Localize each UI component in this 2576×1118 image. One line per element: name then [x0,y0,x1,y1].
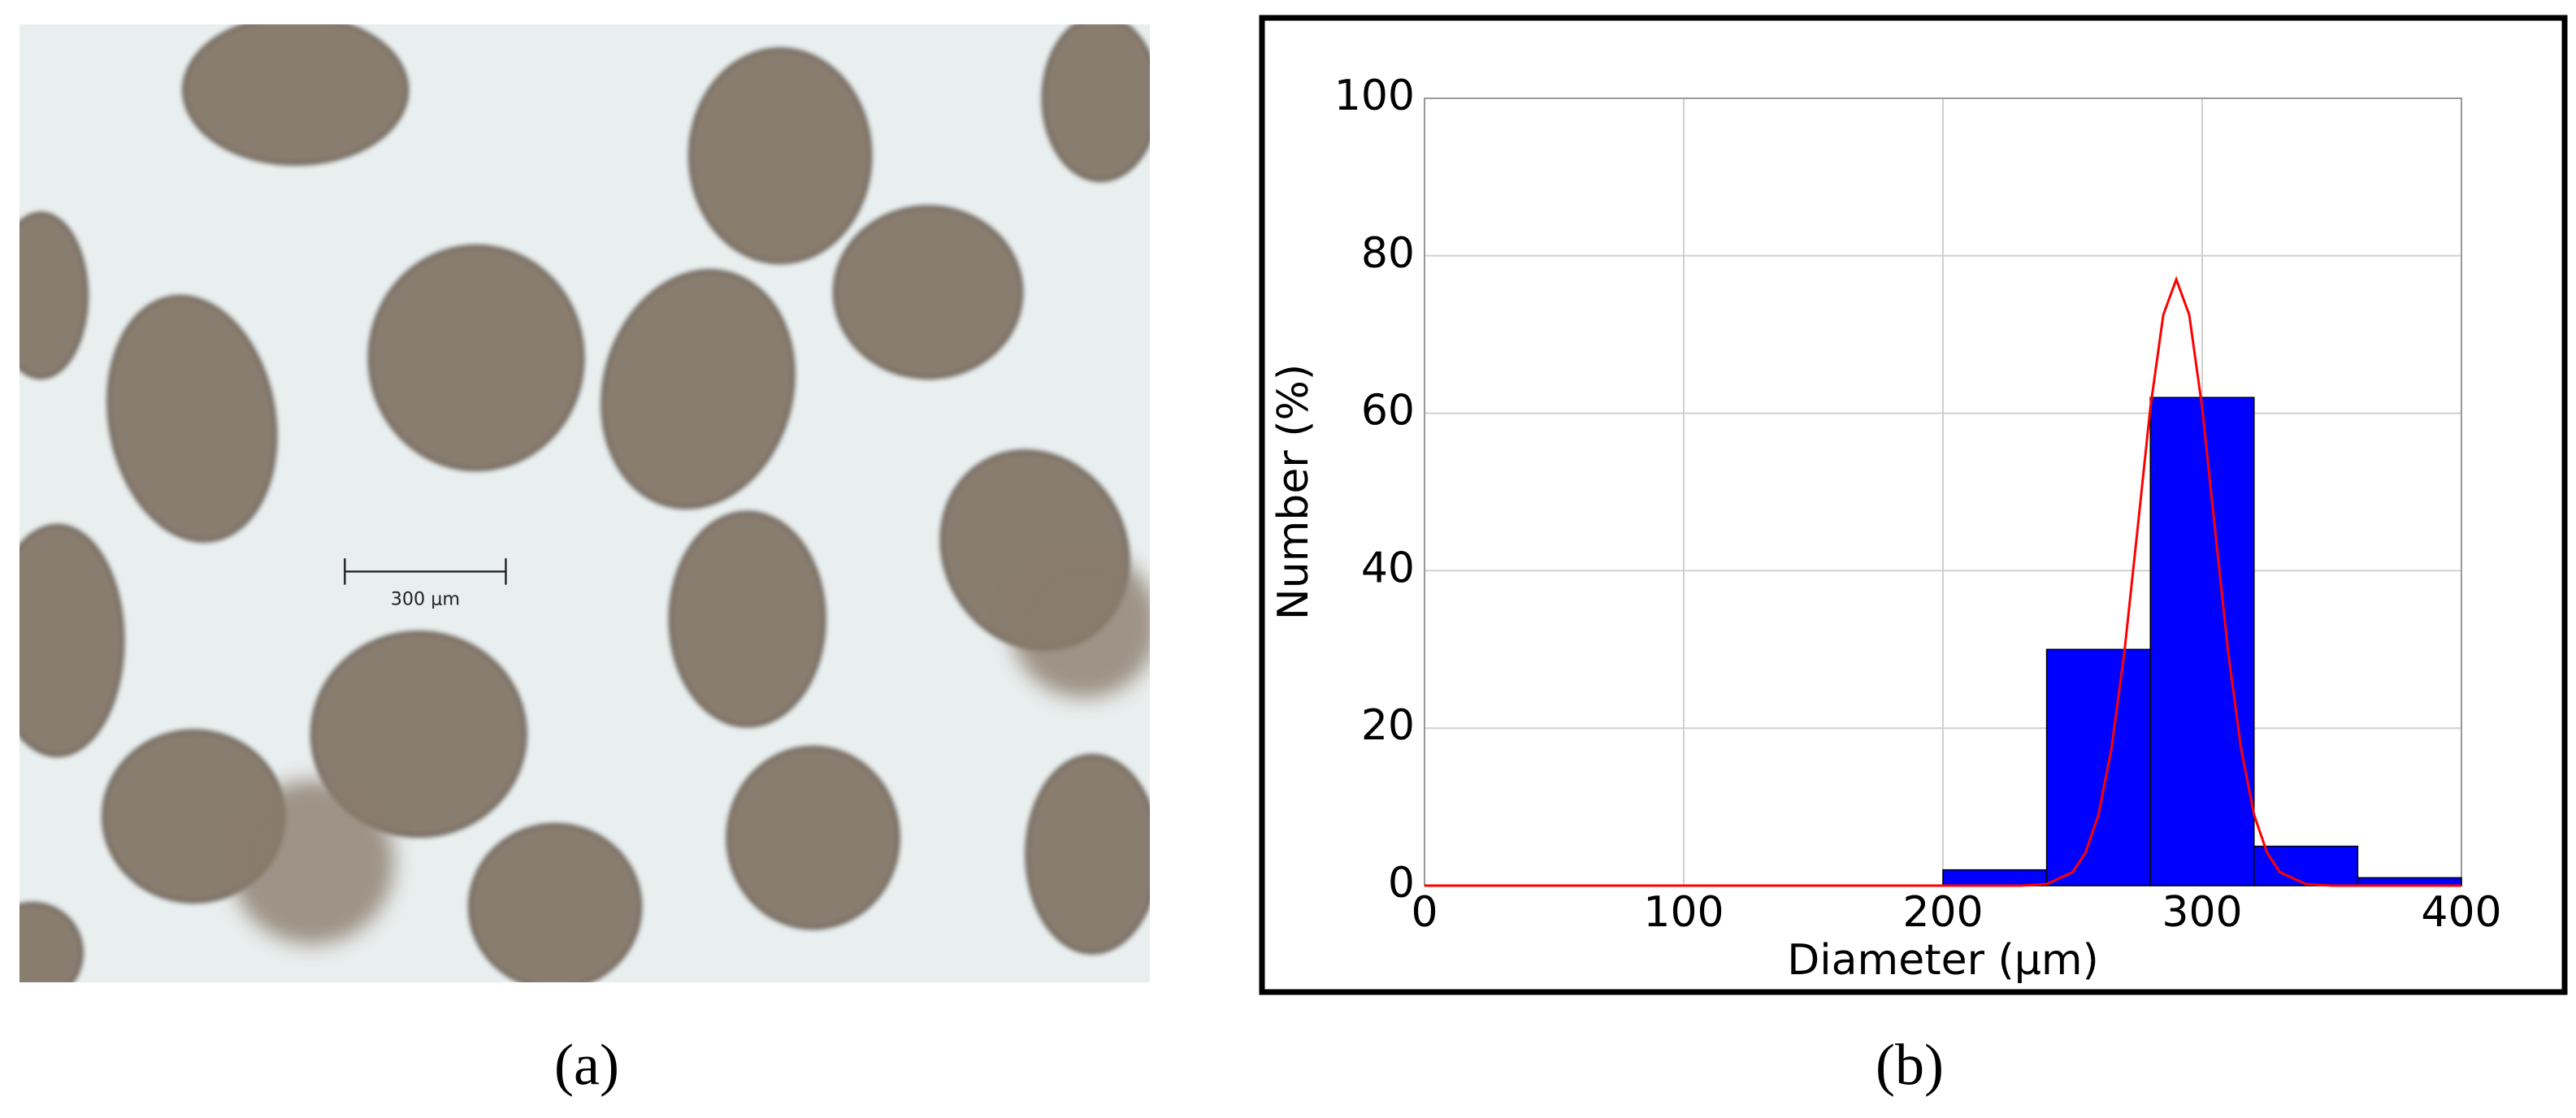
y-tick-label: 20 [1361,701,1415,750]
panel-label: (b) [1876,1033,1944,1098]
bar [2045,648,2151,886]
scale-bar [344,558,507,585]
fit-curve [1425,275,2461,887]
bar [2149,396,2255,886]
y-axis-label: Number (%) [1269,364,1318,620]
x-tick-label: 200 [1902,888,1983,937]
y-tick-label: 0 [1388,859,1415,908]
bar [1942,869,2048,886]
y-tick-label: 100 [1334,72,1415,120]
y-tick-label: 40 [1361,544,1415,592]
x-tick-label: 100 [1643,888,1724,937]
x-tick-label: 400 [2421,888,2501,937]
y-tick-label: 80 [1361,229,1415,278]
x-tick-label: 0 [1411,888,1438,937]
micrograph: 300 μm [20,24,1150,982]
bar [2253,845,2359,886]
y-tick-label: 60 [1361,387,1415,436]
scale-bar-label: 300 μm [391,588,460,609]
panel-label: (a) [554,1033,619,1098]
x-tick-label: 300 [2162,888,2242,937]
x-axis-label: Diameter (μm) [1787,936,2099,985]
chart-frame [1259,15,2568,995]
